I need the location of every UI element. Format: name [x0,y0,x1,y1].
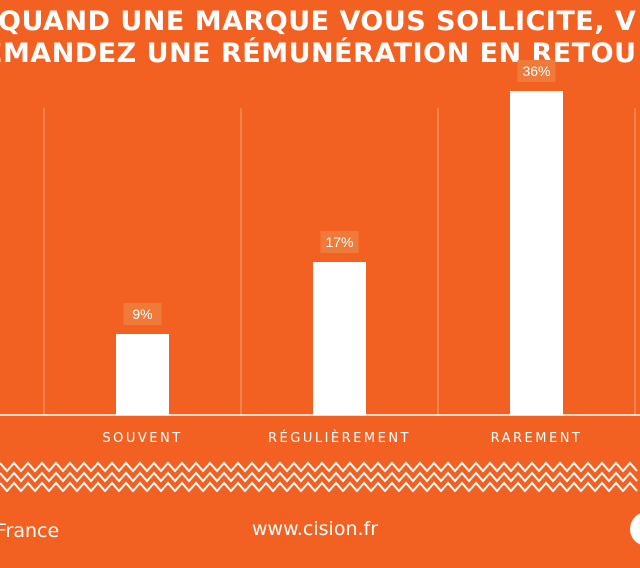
category-label: RAREMENT [491,431,583,446]
value-label-box [123,303,162,325]
zigzag-line [0,471,638,483]
value-label: 17% [325,234,353,250]
category-label: SOUVENT [102,431,182,446]
value-label-box [517,60,556,82]
category-label: RÉGULIÈREMENT [268,430,411,446]
bar-chart: 9% SOUVENT 17% RÉGULIÈREMENT 36% RAREMENT [0,60,640,446]
bar-2 [313,262,366,415]
value-label: 36% [522,63,550,79]
chart-title: QUAND UNE MARQUE VOUS SOLLICITE, V EMAND… [0,6,640,70]
footer-brand-text: France [0,520,60,542]
value-label: 9% [132,306,152,322]
logo-icon [630,512,640,546]
zigzag-line [0,461,638,473]
value-label-box [320,231,359,253]
bar-3 [510,91,563,415]
bar-1 [116,334,169,415]
title-line-1: QUAND UNE MARQUE VOUS SOLLICITE, V [0,6,637,37]
footer-website-link[interactable]: www.cision.fr [252,518,379,540]
zigzag-line [0,481,638,492]
zigzag-divider [0,461,638,492]
